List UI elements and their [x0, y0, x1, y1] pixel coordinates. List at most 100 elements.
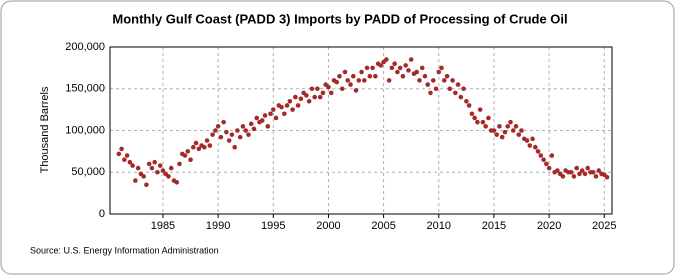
data-point — [422, 73, 428, 79]
data-point — [571, 174, 577, 179]
data-point — [190, 144, 196, 150]
data-point — [433, 86, 439, 92]
data-point — [389, 65, 395, 71]
data-point — [486, 115, 491, 121]
data-point — [348, 82, 353, 87]
data-point — [579, 168, 585, 173]
data-point — [182, 153, 188, 158]
data-point — [246, 132, 251, 137]
chart-title: Monthly Gulf Coast (PADD 3) Imports by P… — [112, 11, 567, 26]
data-point — [513, 124, 519, 129]
data-point — [494, 132, 500, 137]
data-point — [116, 151, 122, 157]
source: Source: U.S. Energy Information Administ… — [30, 245, 219, 255]
x-tick-label: 2015 — [482, 220, 506, 232]
data-point — [574, 165, 579, 171]
data-point — [464, 98, 469, 104]
data-point — [328, 90, 334, 96]
data-point — [499, 134, 505, 140]
data-point — [524, 138, 530, 143]
data-point — [436, 69, 442, 75]
data-point — [221, 119, 226, 125]
data-point — [568, 169, 574, 175]
data-point — [483, 124, 488, 129]
data-point — [353, 88, 359, 93]
data-point — [185, 149, 191, 154]
data-point — [472, 115, 477, 121]
data-point — [533, 144, 538, 150]
data-point — [298, 96, 304, 102]
data-point — [560, 174, 566, 179]
data-point — [334, 79, 340, 85]
data-point — [577, 171, 582, 177]
data-point — [519, 128, 524, 133]
data-point — [306, 98, 312, 104]
data-point — [516, 132, 522, 137]
x-tick-label: 2000 — [316, 220, 340, 232]
data-point — [604, 174, 610, 180]
data-point — [439, 65, 444, 71]
data-point — [466, 103, 472, 108]
data-point — [544, 161, 549, 167]
data-point — [350, 73, 356, 79]
x-tick-label: 1990 — [206, 220, 230, 232]
data-point — [262, 113, 268, 118]
data-point — [265, 124, 271, 129]
data-point — [290, 107, 295, 112]
data-point — [315, 86, 320, 92]
data-point — [279, 104, 284, 110]
data-point — [259, 118, 265, 123]
data-point — [505, 124, 511, 129]
data-point — [444, 73, 450, 79]
data-point — [157, 163, 163, 168]
data-point — [458, 94, 464, 100]
data-point — [378, 63, 384, 68]
data-point — [384, 57, 389, 62]
data-point — [477, 107, 483, 112]
data-point — [248, 121, 254, 127]
data-point — [152, 159, 157, 165]
data-point — [461, 86, 466, 92]
data-point — [240, 124, 246, 129]
data-point — [425, 82, 431, 87]
data-point — [309, 86, 315, 92]
data-point — [226, 138, 232, 143]
data-point — [287, 98, 293, 104]
data-point — [535, 149, 541, 154]
data-point — [400, 73, 406, 79]
plot-border — [109, 46, 613, 215]
data-point — [207, 143, 213, 148]
data-point — [590, 169, 596, 175]
data-point — [403, 63, 408, 68]
data-point — [237, 134, 243, 140]
data-point — [251, 126, 257, 132]
data-point — [406, 68, 411, 73]
data-point — [243, 128, 249, 133]
data-point — [326, 84, 331, 90]
data-point — [582, 171, 588, 177]
data-point — [447, 86, 453, 92]
y-tick-label: 0 — [99, 208, 105, 220]
data-point — [397, 65, 403, 71]
data-point — [362, 78, 367, 83]
data-point — [408, 57, 414, 62]
data-point — [417, 78, 422, 83]
data-point — [235, 128, 240, 133]
data-point — [549, 153, 555, 158]
data-point — [218, 134, 224, 140]
data-point — [356, 78, 362, 83]
data-point — [215, 124, 221, 129]
data-point — [596, 168, 602, 173]
data-point — [144, 182, 149, 188]
data-point — [541, 157, 546, 163]
data-point — [510, 128, 516, 133]
data-point — [130, 163, 135, 168]
data-point — [196, 146, 202, 152]
data-point — [419, 65, 425, 71]
data-point — [538, 153, 544, 158]
data-point — [293, 94, 298, 100]
data-point — [414, 69, 420, 75]
data-point — [508, 119, 513, 125]
data-point — [141, 174, 146, 179]
x-tick-label: 1995 — [261, 220, 285, 232]
